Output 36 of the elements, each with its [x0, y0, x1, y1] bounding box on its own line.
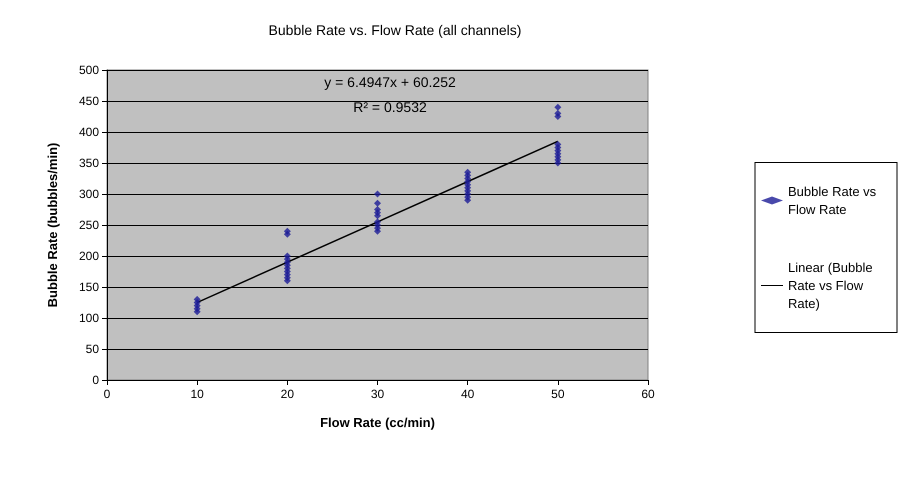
y-axis-title: Bubble Rate (bubbles/min) [45, 142, 60, 308]
x-tick-label: 0 [104, 387, 111, 401]
point [374, 190, 381, 198]
y-tick-label: 250 [78, 218, 100, 232]
annotation: R² = 0.9532 [353, 99, 427, 115]
chart-title: Bubble Rate vs. Flow Rate (all channels) [268, 22, 522, 38]
x-tick-label: 20 [280, 387, 294, 401]
point [554, 113, 562, 120]
legend-label: Linear (Bubble Rate vs Flow Rate) [788, 260, 876, 311]
x-tick-label: 50 [551, 387, 565, 401]
point [284, 228, 291, 235]
y-tick-label: 450 [78, 94, 100, 108]
y-tick-label: 300 [78, 187, 100, 201]
y-tick-label: 400 [78, 125, 100, 139]
point [374, 212, 381, 220]
point [374, 200, 381, 207]
point [284, 277, 291, 284]
y-tick-label: 0 [92, 373, 100, 387]
y-tick-label: 100 [78, 311, 100, 325]
point [464, 196, 472, 204]
x-tick-label: 60 [641, 387, 655, 401]
point [554, 104, 562, 111]
x-axis-title: Flow Rate (cc/min) [320, 415, 435, 430]
y-tick-label: 50 [86, 342, 100, 356]
y-tick-label: 500 [78, 63, 100, 77]
y-tick-label: 200 [78, 249, 100, 263]
annotation: y = 6.4947x + 60.252 [324, 74, 456, 90]
x-tick-label: 30 [370, 387, 384, 401]
point [554, 160, 562, 166]
x-tick-label: 10 [190, 387, 204, 401]
y-tick-label: 350 [78, 156, 100, 170]
point [374, 228, 381, 235]
point [194, 296, 201, 303]
x-tick-label: 40 [460, 387, 475, 401]
y-tick-label: 150 [78, 280, 100, 294]
legend-label: Bubble Rate vs Flow Rate [788, 184, 880, 217]
